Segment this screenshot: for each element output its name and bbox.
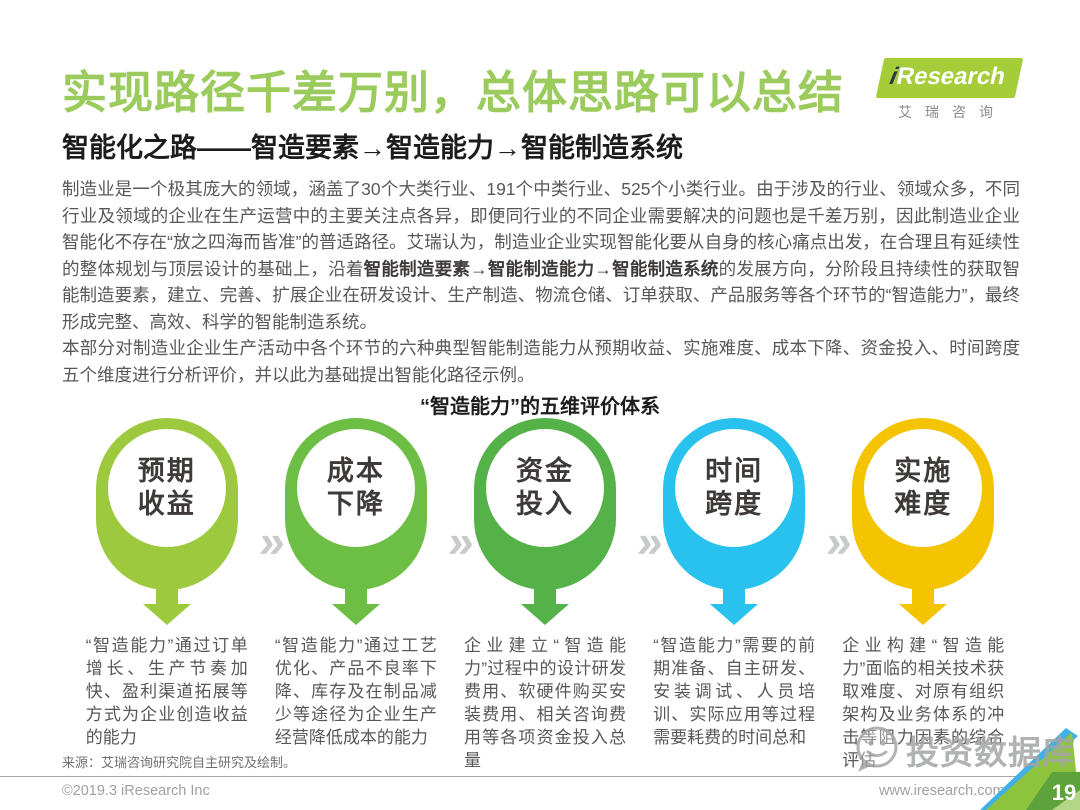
pill-label: 成本 下降 [326, 456, 385, 519]
paragraph-2: 本部分对制造业企业生产活动中各个环节的六种典型智能制造能力从预期收益、实施难度、… [62, 338, 1020, 385]
pill-shape: 资金 投入 [474, 418, 617, 590]
pill-shape: 预期 收益 [95, 418, 238, 590]
down-arrow-icon [710, 588, 759, 625]
pill-description: 企业建立“智造能力”过程中的设计研发费用、软硬件购买安装费用、相关咨询费用等各项… [464, 636, 627, 770]
diagram-title: “智造能力”的五维评价体系 [420, 396, 660, 418]
paragraph-1-bold-phrase: 智能制造要素→智能制造能力→智能制造系统 [363, 258, 719, 279]
pill-label: 资金 投入 [516, 456, 575, 519]
footer-copyright: ©2019.3 iResearch Inc [62, 783, 210, 799]
iresearch-logo: iResearch 艾瑞咨询 [874, 58, 1024, 122]
body-text: 制造业是一个极其庞大的领域，涵盖了30个大类行业、191个中类行业、525个小类… [62, 176, 1020, 388]
down-arrow-icon [521, 588, 570, 625]
paragraph-1-post: 的发展方向，分阶段且持续性的获取智能制造要素，建立、完善、扩展企业在研发设计、生… [62, 258, 1021, 332]
pill-circle: 时间 跨度 [675, 429, 794, 547]
pill-circle: 资金 投入 [486, 429, 605, 547]
pill-description: “智造能力”通过订单增长、生产节奏加快、盈利渠道拓展等方式为企业创造收益的能力 [85, 636, 248, 747]
pill-description: “智造能力”通过工艺优化、产品不良率下降、库存及在制品减少等途径为企业生产经营降… [274, 636, 437, 747]
capability-pill-implementation-difficulty: 实施 难度 企业构建“智造能力”面临的相关技术获取难度、对原有组织架构及业务体系的… [842, 418, 1006, 772]
paragraph-1-pre: 制造业是一个极其庞大的领域，涵盖了30个大类行业、191个中类行业、525个小类… [62, 179, 1020, 279]
capability-pill-cost-reduction: 成本 下降 “智造能力”通过工艺优化、产品不良率下降、库存及在制品减少等途径为企业… [274, 418, 438, 772]
page-corner-decoration: 19 [980, 728, 1080, 810]
down-arrow-icon [142, 588, 191, 625]
pill-circle: 预期 收益 [107, 429, 226, 547]
pill-label: 时间 跨度 [705, 456, 764, 519]
page-number: 19 [1052, 780, 1076, 805]
pill-circle: 实施 难度 [864, 429, 983, 547]
pill-description: “智造能力”需要的前期准备、自主研发、安装调试、人员培训、实际应用等过程需要耗费… [653, 636, 816, 747]
iresearch-logo-box: iResearch [875, 58, 1023, 98]
footer-website: www.iresearch.com.cn [878, 783, 1024, 799]
pill-label: 预期 收益 [137, 456, 196, 519]
pill-shape: 时间 跨度 [663, 418, 806, 590]
five-dimension-diagram: 预期 收益 “智造能力”通过订单增长、生产节奏加快、盈利渠道拓展等方式为企业创造收… [85, 418, 1005, 772]
pill-label: 实施 难度 [894, 456, 953, 519]
down-arrow-icon [899, 588, 948, 625]
pill-shape: 实施 难度 [852, 418, 995, 590]
section-subtitle: 智能化之路——智造要素→智造能力→智能制造系统 [62, 133, 683, 163]
page-title: 实现路径千差万别，总体思路可以总结 [62, 67, 845, 118]
pill-circle: 成本 下降 [296, 429, 415, 547]
logo-wordmark: Research [893, 63, 1008, 90]
capability-pill-capital-investment: 资金 投入 企业建立“智造能力”过程中的设计研发费用、软硬件购买安装费用、相关咨询… [463, 418, 627, 772]
source-note: 来源：艾瑞咨询研究院自主研究及绘制。 [62, 755, 297, 770]
capability-pill-time-span: 时间 跨度 “智造能力”需要的前期准备、自主研发、安装调试、人员培训、实际应用等过… [652, 418, 816, 772]
capability-pill-expected-return: 预期 收益 “智造能力”通过订单增长、生产节奏加快、盈利渠道拓展等方式为企业创造收… [85, 418, 249, 772]
footer-divider [0, 776, 1080, 777]
down-arrow-icon [331, 588, 380, 625]
paragraph-1: 制造业是一个极其庞大的领域，涵盖了30个大类行业、191个中类行业、525个小类… [62, 176, 1020, 335]
pill-shape: 成本 下降 [284, 418, 427, 590]
logo-chinese-name: 艾瑞咨询 [898, 104, 1006, 120]
